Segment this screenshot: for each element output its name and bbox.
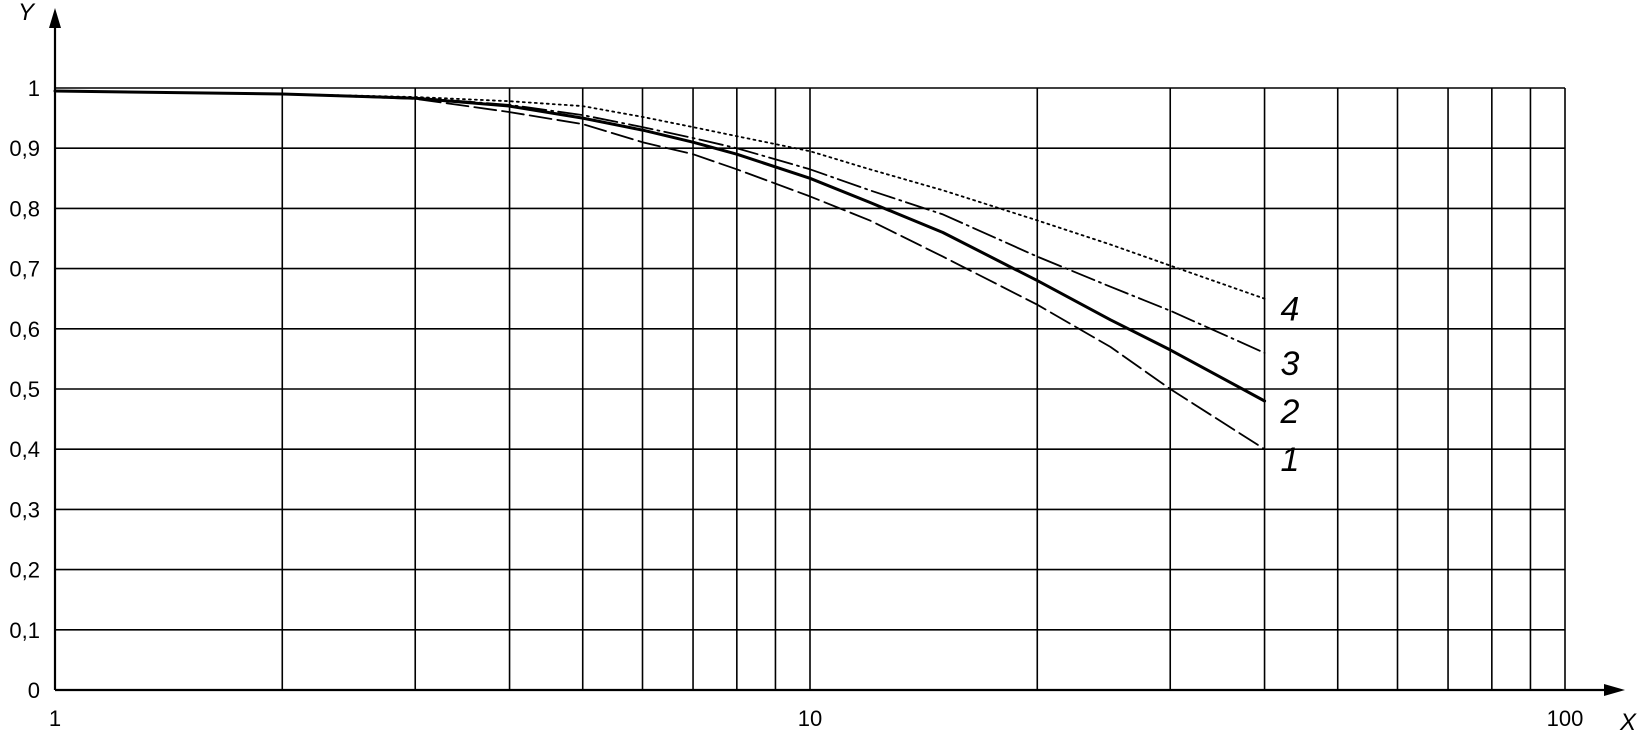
grid xyxy=(55,87,1566,690)
series-label-2: 2 xyxy=(1280,393,1300,431)
y-tick-label: 1 xyxy=(28,76,40,101)
series-line-2 xyxy=(53,89,1267,403)
series-label-4: 4 xyxy=(1281,291,1300,329)
y-axis-arrow-icon xyxy=(49,8,61,28)
y-tick-label: 0,3 xyxy=(9,497,40,522)
y-axis-label: Y xyxy=(18,0,36,26)
y-tick-label: 0 xyxy=(28,678,40,703)
x-tick-label: 10 xyxy=(798,706,822,731)
y-tick-label: 0,6 xyxy=(9,317,40,342)
series-line-3 xyxy=(54,90,1266,354)
series-label-1: 1 xyxy=(1281,441,1300,479)
x-tick-label: 1 xyxy=(49,706,61,731)
series-lines xyxy=(53,89,1267,451)
y-tick-label: 0,5 xyxy=(9,377,40,402)
series-line-1 xyxy=(54,90,1266,451)
y-tick-label: 0,8 xyxy=(9,196,40,221)
x-tick-label: 100 xyxy=(1547,706,1584,731)
series-line-4 xyxy=(54,90,1266,300)
series-labels: 1 2 3 4 xyxy=(1280,291,1300,480)
y-tick-label: 0,7 xyxy=(9,257,40,282)
series-label-3: 3 xyxy=(1281,345,1300,383)
x-axis-arrow-icon xyxy=(1604,684,1625,696)
y-tick-label: 0,9 xyxy=(9,136,40,161)
y-tick-label: 0,2 xyxy=(9,558,40,583)
y-tick-label: 0,4 xyxy=(9,437,40,462)
x-axis-label: X xyxy=(1619,709,1637,736)
axes: Y X xyxy=(18,0,1637,736)
y-tick-label: 0,1 xyxy=(9,618,40,643)
tick-labels: 0 0,1 0,2 0,3 0,4 0,5 0,6 0,7 0,8 0,9 1 1 10 100 xyxy=(9,76,1583,731)
